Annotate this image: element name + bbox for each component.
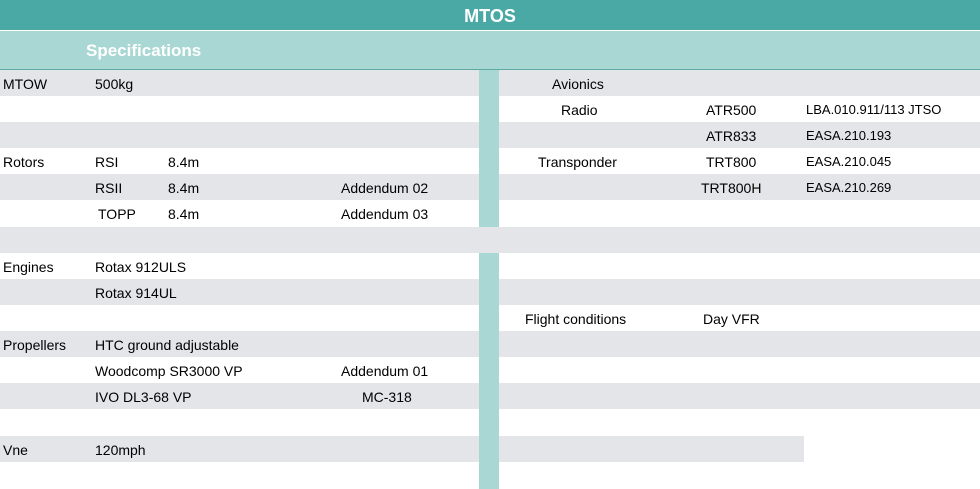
- column-separator: [479, 70, 499, 227]
- radio-model: ATR833: [706, 128, 757, 144]
- divider: [0, 69, 980, 70]
- row-bg: [499, 331, 980, 357]
- row-bg: [499, 122, 980, 148]
- rotor-size: 8.4m: [168, 154, 200, 170]
- transponder-cert: EASA.210.269: [806, 180, 892, 195]
- propeller-note: MC-318: [362, 389, 412, 405]
- rotor-name: TOPP: [98, 206, 136, 222]
- rotor-size: 8.4m: [168, 206, 200, 222]
- engine-name: Rotax 912ULS: [95, 259, 187, 275]
- page-title: MTOS: [0, 0, 980, 30]
- row-bg: [0, 122, 479, 148]
- row-bg: [499, 436, 804, 462]
- row-bg: [499, 279, 980, 305]
- engine-name: Rotax 914UL: [95, 285, 177, 301]
- section-header: Specifications: [0, 31, 980, 69]
- propeller-name: Woodcomp SR3000 VP: [95, 363, 243, 379]
- radio-label: Radio: [561, 102, 598, 118]
- rotor-note: Addendum 03: [341, 206, 429, 222]
- row-bg: [499, 174, 980, 200]
- row-bg: [0, 383, 479, 409]
- radio-cert: EASA.210.193: [806, 128, 892, 143]
- row-bg: [499, 70, 980, 96]
- rotors-label: Rotors: [3, 154, 45, 170]
- row-bg: [499, 383, 980, 409]
- vne-value: 120mph: [95, 442, 146, 458]
- row-bg: [0, 331, 479, 357]
- row-bg: [0, 227, 980, 253]
- rotor-name: RSI: [95, 154, 119, 170]
- rotor-note: Addendum 02: [341, 180, 429, 196]
- row-bg: [0, 279, 479, 305]
- row-bg: [0, 70, 479, 96]
- vne-label: Vne: [3, 442, 28, 458]
- mtow-label: MTOW: [3, 76, 48, 92]
- flight-conditions-value: Day VFR: [703, 311, 760, 327]
- transponder-model: TRT800: [706, 154, 757, 170]
- engines-label: Engines: [3, 259, 54, 275]
- rotor-name: RSII: [95, 180, 123, 196]
- transponder-model: TRT800H: [701, 180, 762, 196]
- transponder-cert: EASA.210.045: [806, 154, 892, 169]
- radio-model: ATR500: [706, 102, 757, 118]
- propeller-name: IVO DL3-68 VP: [95, 389, 192, 405]
- column-separator: [479, 253, 499, 489]
- propellers-label: Propellers: [3, 337, 67, 353]
- avionics-label: Avionics: [552, 76, 604, 92]
- rotor-size: 8.4m: [168, 180, 200, 196]
- mtow-value: 500kg: [95, 76, 134, 92]
- row-bg: [0, 174, 479, 200]
- flight-conditions-label: Flight conditions: [525, 311, 627, 327]
- propeller-note: Addendum 01: [341, 363, 429, 379]
- row-bg: [0, 436, 479, 462]
- propeller-name: HTC ground adjustable: [95, 337, 239, 353]
- section-title: Specifications: [86, 41, 202, 60]
- transponder-label: Transponder: [538, 154, 617, 170]
- radio-cert: LBA.010.911/113 JTSO: [806, 102, 942, 117]
